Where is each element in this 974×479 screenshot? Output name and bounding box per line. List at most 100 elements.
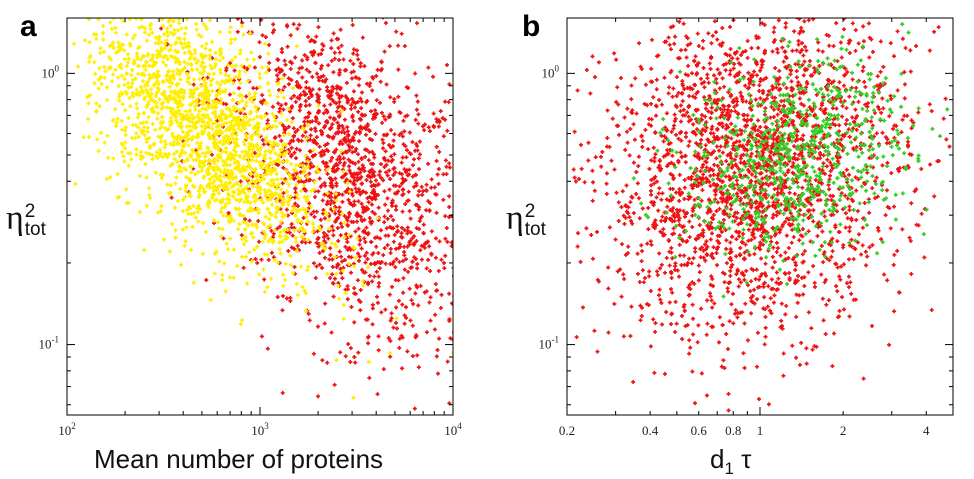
data-point — [884, 213, 888, 217]
data-point — [609, 159, 613, 163]
data-point — [173, 14, 177, 18]
data-point — [691, 122, 695, 126]
data-point — [146, 126, 150, 130]
data-point — [625, 130, 629, 134]
data-point — [863, 85, 867, 89]
data-point — [619, 76, 623, 80]
data-point — [181, 228, 185, 232]
data-point — [742, 278, 746, 282]
data-point — [780, 46, 784, 50]
data-point — [660, 322, 664, 326]
data-point — [258, 55, 262, 59]
data-point — [701, 172, 705, 176]
data-point — [434, 236, 438, 240]
data-point — [286, 45, 290, 49]
data-point — [332, 31, 336, 35]
data-point — [308, 318, 312, 322]
data-point — [146, 130, 150, 134]
data-point — [427, 244, 431, 248]
data-point — [792, 29, 796, 33]
data-point — [144, 60, 148, 64]
data-point — [454, 178, 458, 182]
data-point — [445, 129, 449, 133]
data-point — [394, 316, 398, 320]
data-point — [366, 341, 370, 345]
data-point — [301, 285, 305, 289]
data-point — [396, 95, 400, 99]
data-point — [169, 24, 173, 28]
data-point — [196, 210, 200, 214]
data-point — [763, 315, 767, 319]
data-point — [424, 208, 428, 212]
data-point — [127, 164, 131, 168]
data-point — [260, 66, 264, 70]
data-point — [629, 97, 633, 101]
data-point — [782, 60, 786, 64]
data-point — [141, 79, 145, 83]
data-point — [879, 70, 883, 74]
data-point — [861, 69, 865, 73]
data-point — [754, 277, 758, 281]
data-point — [394, 208, 398, 212]
data-point — [208, 48, 212, 52]
data-point — [607, 145, 611, 149]
data-point — [252, 248, 256, 252]
data-point — [667, 36, 671, 40]
data-point — [172, 152, 176, 156]
data-point — [649, 243, 653, 247]
data-point — [335, 184, 339, 188]
data-point — [175, 160, 179, 164]
data-point — [350, 76, 354, 80]
data-point — [106, 156, 110, 160]
data-point — [854, 28, 858, 32]
data-point — [633, 76, 637, 80]
data-point — [218, 174, 222, 178]
data-point — [264, 136, 268, 140]
data-point — [770, 277, 774, 281]
data-point — [166, 34, 170, 38]
data-point — [668, 43, 672, 47]
data-point — [678, 243, 682, 247]
data-point — [114, 31, 118, 35]
data-point — [442, 261, 446, 265]
data-point — [285, 296, 289, 300]
data-point — [141, 121, 145, 125]
data-point — [242, 266, 246, 270]
data-point — [930, 109, 934, 113]
data-point — [840, 295, 844, 299]
data-point — [312, 226, 316, 230]
data-point — [184, 239, 188, 243]
data-point — [710, 106, 714, 110]
data-point — [295, 27, 299, 31]
data-point — [316, 189, 320, 193]
data-point — [639, 318, 643, 322]
data-point — [184, 226, 188, 230]
data-point — [776, 51, 780, 55]
data-point — [376, 251, 380, 255]
data-point — [306, 123, 310, 127]
data-point — [257, 40, 261, 44]
data-point — [207, 72, 211, 76]
data-point — [684, 131, 688, 135]
data-point — [425, 330, 429, 334]
data-point — [186, 212, 190, 216]
data-point — [691, 317, 695, 321]
data-point — [217, 259, 221, 263]
data-point — [725, 261, 729, 265]
data-point — [597, 60, 601, 64]
data-point — [775, 47, 779, 51]
data-point — [267, 61, 271, 65]
data-point — [367, 200, 371, 204]
data-point — [154, 171, 158, 175]
data-point — [690, 261, 694, 265]
data-point — [316, 325, 320, 329]
data-point — [731, 292, 735, 296]
data-point — [304, 241, 308, 245]
data-point — [117, 84, 121, 88]
data-point — [828, 174, 832, 178]
data-point — [369, 180, 373, 184]
data-point — [330, 272, 334, 276]
data-point — [405, 148, 409, 152]
data-point — [237, 86, 241, 90]
data-point — [351, 396, 355, 400]
